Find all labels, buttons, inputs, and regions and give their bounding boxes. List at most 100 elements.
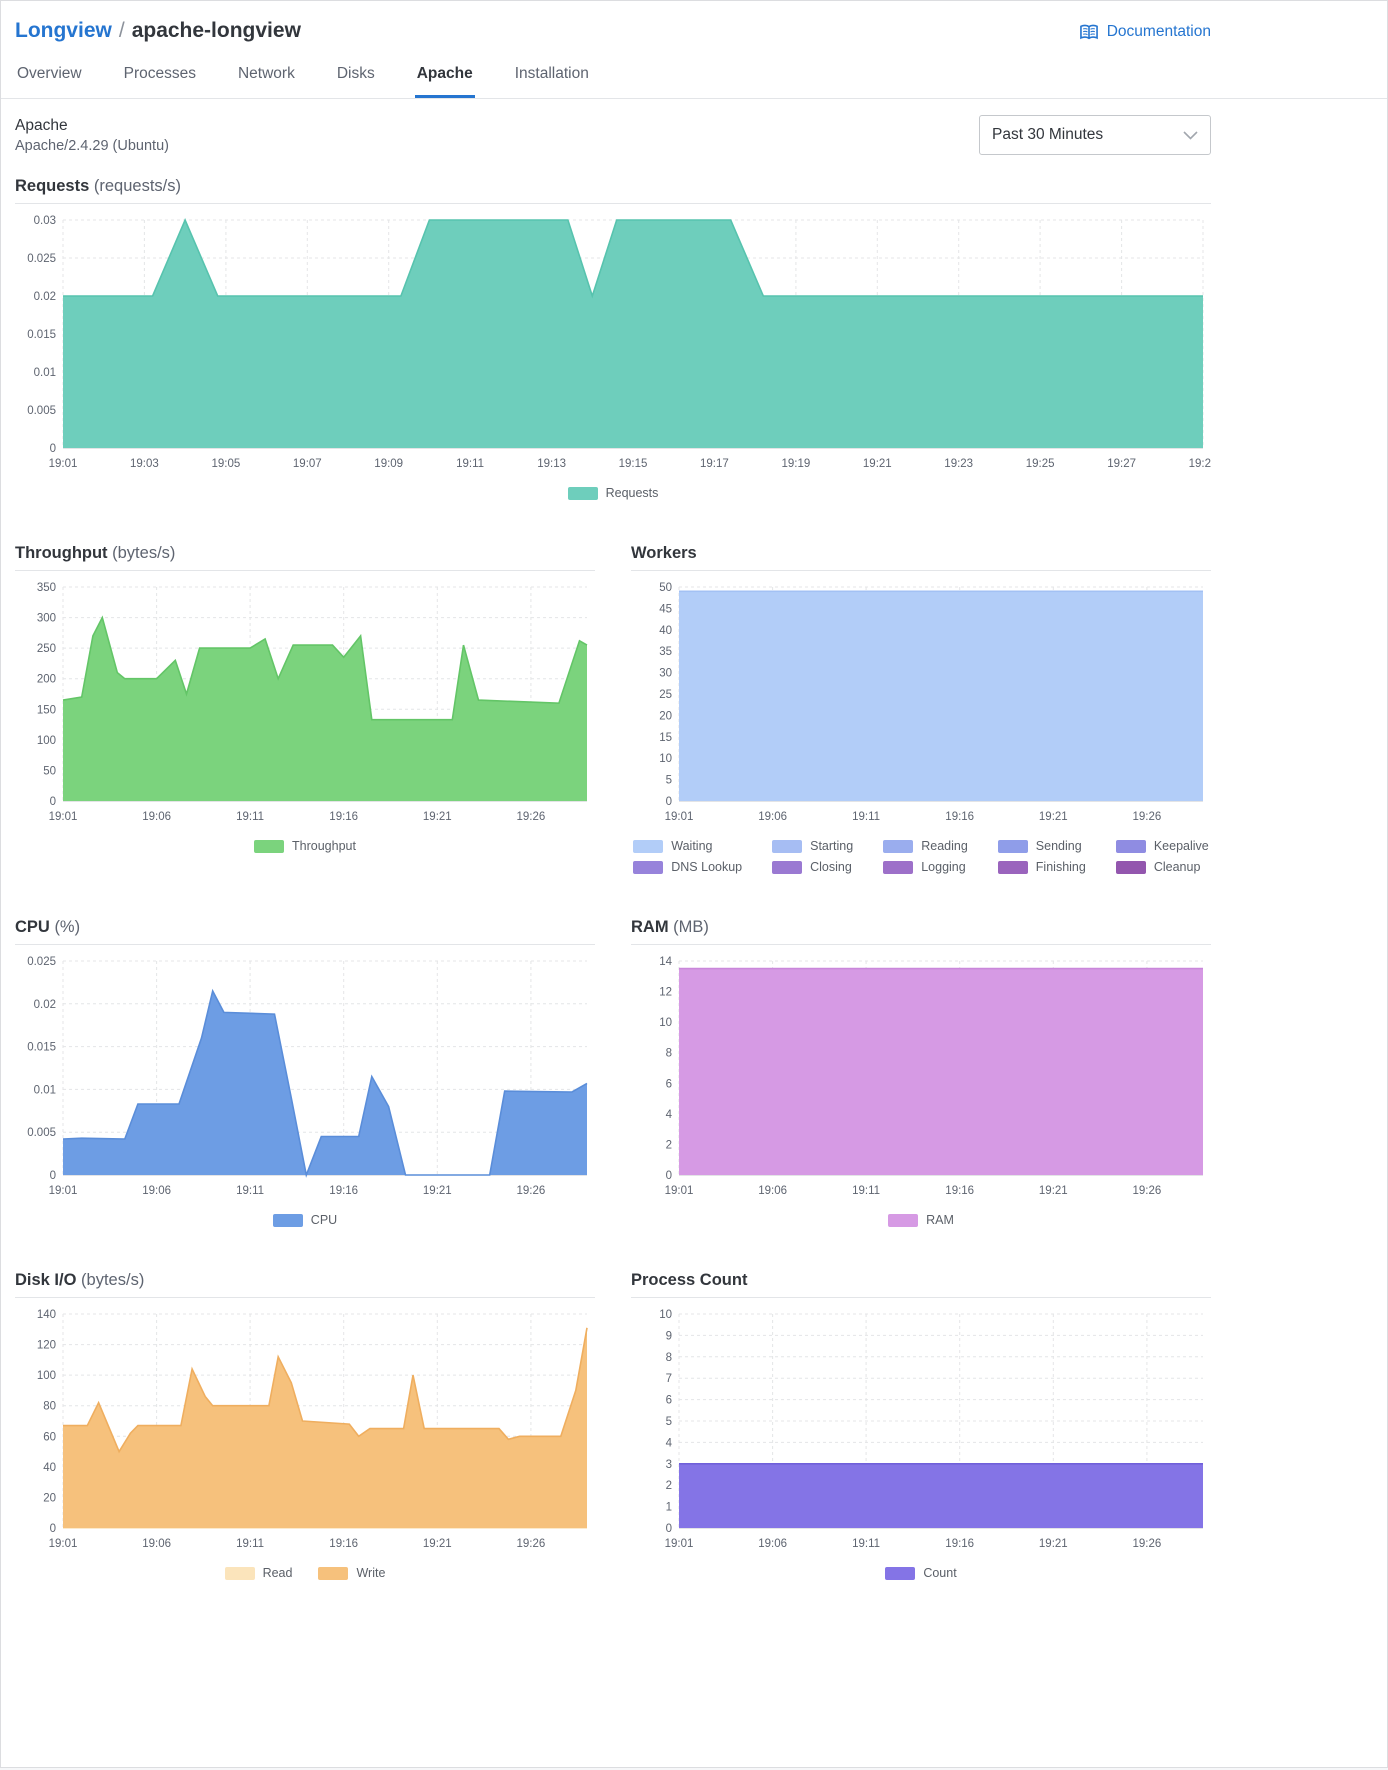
breadcrumb-longview-link[interactable]: Longview xyxy=(15,19,112,42)
ram-chart-title: RAM (MB) xyxy=(631,918,1211,945)
svg-text:19:11: 19:11 xyxy=(852,811,880,823)
legend-item-keepalive[interactable]: Keepalive xyxy=(1115,839,1209,853)
svg-text:19:15: 19:15 xyxy=(619,458,648,470)
chart-svg: 0 0.005 0.01 0.015 0.02 0.025 0.03 19:01 19:03 19… xyxy=(27,215,1211,470)
svg-text:5: 5 xyxy=(666,1416,672,1428)
svg-text:19:17: 19:17 xyxy=(700,458,729,470)
legend-item-closing[interactable]: Closing xyxy=(772,860,853,874)
time-range-value: Past 30 Minutes xyxy=(992,126,1104,143)
legend-item-waiting[interactable]: Waiting xyxy=(633,839,742,853)
svg-text:19:06: 19:06 xyxy=(758,811,787,823)
chart-svg: 0 20 40 60 80 100 120 140 19:01 19:06 19:11 19:16 19… xyxy=(37,1309,588,1550)
svg-text:6: 6 xyxy=(666,1395,672,1407)
tab-installation[interactable]: Installation xyxy=(514,65,589,82)
svg-text:140: 140 xyxy=(37,1309,56,1321)
svg-text:4: 4 xyxy=(666,1437,673,1449)
svg-text:19:27: 19:27 xyxy=(1107,458,1136,470)
legend-label: Sending xyxy=(1035,839,1082,853)
workers-chart[interactable]: 0 5 10 15 20 25 30 35 40 45 50 19:01 19:06 19:11 19:16… xyxy=(631,577,1211,827)
svg-text:25: 25 xyxy=(659,689,672,701)
svg-text:19:16: 19:16 xyxy=(329,1185,358,1197)
book-icon xyxy=(1078,24,1100,41)
chart-title-text: Disk I/O xyxy=(15,1271,77,1289)
throughput-chart[interactable]: 0 50 100 150 200 250 300 350 19:01 19:06 19:11 19:1… xyxy=(15,577,595,827)
svg-text:0: 0 xyxy=(666,1523,672,1535)
throughput-chart-title: Throughput (bytes/s) xyxy=(15,544,595,571)
svg-text:350: 350 xyxy=(37,582,56,594)
legend-swatch xyxy=(567,486,598,500)
svg-text:0.03: 0.03 xyxy=(34,215,56,227)
legend-label: Waiting xyxy=(671,839,713,853)
legend-item-sending[interactable]: Sending xyxy=(997,839,1086,853)
svg-text:0: 0 xyxy=(50,1170,56,1182)
svg-text:7: 7 xyxy=(666,1373,672,1385)
svg-text:19:26: 19:26 xyxy=(517,1538,546,1550)
documentation-label: Documentation xyxy=(1106,23,1211,40)
svg-text:100: 100 xyxy=(37,735,56,747)
legend-swatch xyxy=(997,860,1028,874)
disk-io-chart[interactable]: 0 20 40 60 80 100 120 140 19:01 19:06 19:11 19:16 19… xyxy=(15,1304,595,1554)
legend-item-ram[interactable]: RAM xyxy=(888,1213,954,1227)
svg-text:35: 35 xyxy=(659,646,672,658)
chart-title-unit: (%) xyxy=(54,918,81,936)
tab-bar: Overview Processes Network Disks Apache … xyxy=(1,55,1387,99)
svg-text:0.02: 0.02 xyxy=(34,291,56,303)
svg-text:200: 200 xyxy=(37,674,56,686)
time-range-select[interactable]: Past 30 Minutes xyxy=(979,115,1211,155)
legend-label: Write xyxy=(356,1566,386,1580)
svg-text:19:26: 19:26 xyxy=(1133,811,1162,823)
requests-chart[interactable]: 0 0.005 0.01 0.015 0.02 0.025 0.03 19:01 19:03 19… xyxy=(15,210,1211,474)
tab-apache[interactable]: Apache xyxy=(414,55,475,98)
svg-text:19:01: 19:01 xyxy=(49,1538,78,1550)
legend-item-reading[interactable]: Reading xyxy=(883,839,968,853)
process-count-chart[interactable]: 0 1 2 3 4 5 6 7 8 9 10 19:01 19:06 19:11 19:16 19:21 19:… xyxy=(631,1304,1211,1554)
svg-text:2: 2 xyxy=(666,1480,672,1492)
workers-chart-title: Workers xyxy=(631,544,1211,571)
svg-text:10: 10 xyxy=(659,753,672,765)
svg-text:0: 0 xyxy=(666,1170,672,1182)
svg-text:20: 20 xyxy=(43,1492,56,1504)
legend-item-cleanup[interactable]: Cleanup xyxy=(1115,860,1209,874)
svg-text:19:01: 19:01 xyxy=(665,811,694,823)
legend-item-cpu[interactable]: CPU xyxy=(272,1213,337,1227)
disk-io-legend: Read Write xyxy=(15,1566,595,1580)
legend-swatch xyxy=(633,860,664,874)
legend-item-count[interactable]: Count xyxy=(885,1566,957,1580)
legend-item-starting[interactable]: Starting xyxy=(772,839,853,853)
documentation-link[interactable]: Documentation xyxy=(1078,23,1211,41)
chart-title-text: CPU xyxy=(15,918,50,936)
svg-text:19:19: 19:19 xyxy=(782,458,811,470)
svg-text:8: 8 xyxy=(666,1048,672,1060)
ram-chart-panel: RAM (MB) 0 2 4 6 8 10 12 14 19:01 19:06 19:11 19:16… xyxy=(631,918,1211,1227)
svg-text:10: 10 xyxy=(659,1017,672,1029)
chart-title-text: Requests xyxy=(15,177,90,195)
legend-item-throughput[interactable]: Throughput xyxy=(254,839,356,853)
legend-item-logging[interactable]: Logging xyxy=(883,860,968,874)
svg-text:20: 20 xyxy=(659,710,672,722)
svg-text:19:11: 19:11 xyxy=(236,1538,264,1550)
tab-network[interactable]: Network xyxy=(237,65,295,82)
legend-label: Closing xyxy=(810,860,852,874)
cpu-chart[interactable]: 0 0.005 0.01 0.015 0.02 0.025 19:01 19:06 19:11 1… xyxy=(15,951,595,1201)
svg-text:19:21: 19:21 xyxy=(423,1185,452,1197)
legend-item-dns-lookup[interactable]: DNS Lookup xyxy=(633,860,742,874)
svg-text:19:16: 19:16 xyxy=(329,1538,358,1550)
legend-item-finishing[interactable]: Finishing xyxy=(997,860,1086,874)
svg-text:250: 250 xyxy=(37,643,56,655)
svg-text:9: 9 xyxy=(666,1330,672,1342)
chart-svg: 0 50 100 150 200 250 300 350 19:01 19:06 19:11 19:1… xyxy=(37,582,588,823)
tab-overview[interactable]: Overview xyxy=(17,65,82,82)
process-count-chart-title: Process Count xyxy=(631,1271,1211,1298)
workers-chart-panel: Workers 0 5 10 15 20 25 30 35 40 45 50 19:01 19:06 19… xyxy=(631,544,1211,874)
legend-item-requests[interactable]: Requests xyxy=(567,486,658,500)
requests-legend: Requests xyxy=(15,486,1211,500)
chart-svg: 0 1 2 3 4 5 6 7 8 9 10 19:01 19:06 19:11 19:16 19:21 19:… xyxy=(659,1309,1203,1550)
ram-chart[interactable]: 0 2 4 6 8 10 12 14 19:01 19:06 19:11 19:16 19:21 19:2… xyxy=(631,951,1211,1201)
svg-text:100: 100 xyxy=(37,1370,56,1382)
legend-item-write[interactable]: Write xyxy=(318,1566,385,1580)
legend-item-read[interactable]: Read xyxy=(224,1566,292,1580)
tab-processes[interactable]: Processes xyxy=(123,65,196,82)
legend-swatch xyxy=(633,839,664,853)
tab-disks[interactable]: Disks xyxy=(336,65,375,82)
